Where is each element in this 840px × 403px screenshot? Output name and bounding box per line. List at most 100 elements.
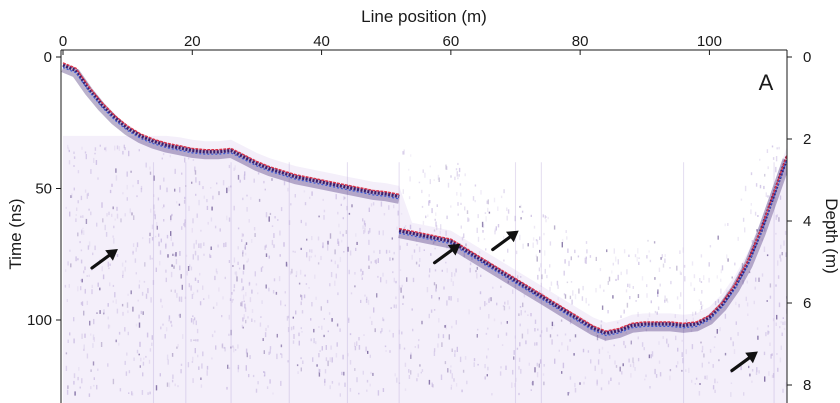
noise-speck	[287, 327, 290, 333]
noise-speck	[625, 331, 627, 334]
noise-speck	[669, 375, 671, 381]
noise-speck	[215, 268, 218, 273]
noise-speck	[178, 314, 180, 317]
noise-speck	[433, 309, 436, 311]
noise-speck	[403, 149, 405, 155]
noise-speck	[202, 351, 204, 357]
noise-speck	[519, 323, 521, 327]
noise-speck	[674, 314, 676, 318]
noise-speck	[636, 256, 638, 262]
noise-speck	[482, 230, 484, 233]
noise-speck	[655, 374, 658, 378]
noise-speck	[266, 386, 269, 389]
noise-speck	[165, 242, 167, 248]
noise-speck	[319, 369, 321, 372]
noise-speck	[170, 231, 172, 236]
noise-speck	[596, 335, 599, 341]
noise-speck	[109, 189, 112, 194]
noise-speck	[494, 230, 496, 235]
noise-speck	[561, 238, 564, 243]
noise-speck	[719, 327, 721, 332]
noise-speck	[583, 381, 585, 385]
noise-speck	[394, 373, 396, 377]
noise-speck	[466, 210, 469, 214]
noise-speck	[454, 272, 456, 277]
noise-speck	[402, 295, 405, 299]
noise-speck	[264, 371, 266, 377]
noise-speck	[395, 304, 397, 309]
noise-speck	[763, 185, 765, 190]
noise-speck	[310, 338, 312, 342]
noise-speck	[410, 354, 412, 359]
noise-speck	[210, 246, 212, 250]
noise-speck	[553, 324, 555, 327]
noise-speck	[314, 254, 316, 258]
noise-speck	[237, 261, 239, 265]
noise-speck	[265, 212, 268, 218]
noise-speck	[66, 299, 68, 302]
noise-speck	[569, 319, 572, 325]
noise-speck	[698, 299, 700, 302]
noise-speck	[177, 343, 179, 348]
noise-speck	[780, 345, 782, 350]
noise-speck	[431, 295, 433, 299]
noise-speck	[709, 349, 712, 353]
noise-speck	[691, 344, 694, 350]
noise-speck	[492, 286, 494, 289]
noise-speck	[140, 310, 142, 315]
noise-speck	[420, 371, 422, 374]
noise-speck	[608, 380, 610, 385]
noise-speck	[298, 282, 301, 285]
noise-speck	[323, 318, 325, 320]
noise-speck	[150, 208, 152, 213]
noise-speck	[265, 284, 267, 289]
noise-speck	[756, 229, 758, 232]
noise-speck	[125, 371, 128, 376]
noise-speck	[234, 349, 237, 351]
noise-speck	[779, 326, 781, 329]
noise-speck	[320, 306, 322, 311]
noise-speck	[522, 243, 524, 249]
noise-speck	[68, 160, 71, 165]
noise-speck	[293, 334, 295, 339]
noise-speck	[716, 275, 718, 279]
noise-speck	[273, 233, 275, 238]
noise-speck	[223, 346, 225, 349]
noise-speck	[419, 258, 421, 262]
noise-speck	[646, 255, 648, 259]
noise-speck	[300, 357, 302, 360]
noise-speck	[244, 303, 246, 309]
noise-speck	[765, 332, 767, 337]
noise-speck	[438, 298, 440, 301]
noise-speck	[285, 261, 288, 267]
noise-speck	[126, 197, 128, 201]
noise-speck	[457, 298, 459, 303]
noise-speck	[318, 368, 320, 374]
noise-speck	[245, 242, 248, 245]
noise-speck	[330, 345, 332, 350]
noise-speck	[764, 227, 766, 232]
noise-speck	[261, 300, 263, 304]
noise-speck	[339, 231, 341, 235]
noise-speck	[664, 299, 666, 303]
noise-speck	[779, 254, 781, 259]
noise-speck	[662, 263, 665, 268]
noise-speck	[595, 288, 597, 293]
noise-speck	[153, 210, 156, 216]
noise-speck	[159, 373, 161, 377]
noise-speck	[84, 189, 87, 193]
noise-speck	[455, 268, 457, 273]
noise-speck	[574, 294, 577, 300]
noise-speck	[80, 195, 83, 201]
noise-speck	[504, 301, 506, 305]
noise-speck	[311, 249, 313, 253]
noise-speck	[693, 274, 696, 279]
noise-speck	[325, 345, 327, 350]
noise-speck	[135, 247, 137, 252]
noise-speck	[194, 348, 196, 354]
noise-speck	[476, 266, 478, 270]
noise-speck	[610, 377, 612, 381]
noise-speck	[574, 382, 576, 388]
noise-speck	[402, 151, 404, 155]
noise-speck	[422, 169, 424, 173]
